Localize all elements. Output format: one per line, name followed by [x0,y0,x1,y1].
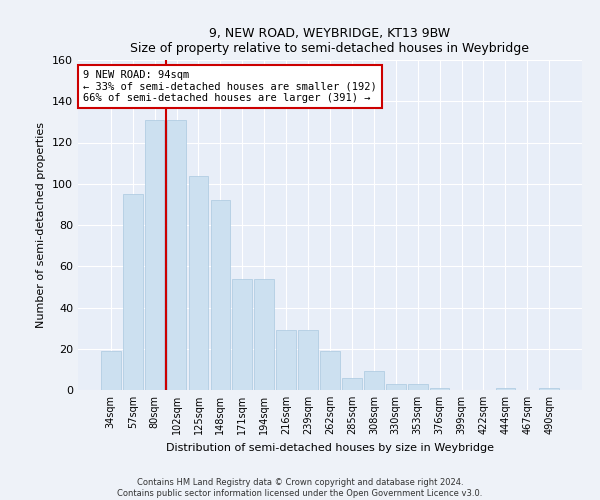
Bar [145,120,164,390]
Bar [188,176,208,390]
Bar [276,330,296,390]
Bar [298,330,318,390]
Bar [496,388,515,390]
Bar [320,351,340,390]
Bar [430,388,449,390]
Y-axis label: Number of semi-detached properties: Number of semi-detached properties [37,122,46,328]
Bar [167,120,187,390]
X-axis label: Distribution of semi-detached houses by size in Weybridge: Distribution of semi-detached houses by … [166,442,494,452]
Bar [254,278,274,390]
Bar [123,194,143,390]
Bar [342,378,362,390]
Bar [408,384,428,390]
Bar [364,372,384,390]
Title: 9, NEW ROAD, WEYBRIDGE, KT13 9BW
Size of property relative to semi-detached hous: 9, NEW ROAD, WEYBRIDGE, KT13 9BW Size of… [131,26,530,54]
Bar [101,351,121,390]
Bar [232,278,252,390]
Text: Contains HM Land Registry data © Crown copyright and database right 2024.
Contai: Contains HM Land Registry data © Crown c… [118,478,482,498]
Bar [211,200,230,390]
Text: 9 NEW ROAD: 94sqm
← 33% of semi-detached houses are smaller (192)
66% of semi-de: 9 NEW ROAD: 94sqm ← 33% of semi-detached… [83,70,377,103]
Bar [386,384,406,390]
Bar [539,388,559,390]
